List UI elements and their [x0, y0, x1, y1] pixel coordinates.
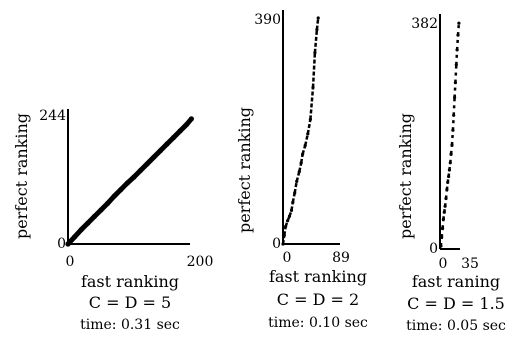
panel-1-point-trail	[145, 155, 156, 166]
panel-1-point-trail	[92, 208, 103, 219]
panel-1-point-trail	[171, 129, 182, 140]
panel-2-xlabel: fast ranking	[269, 267, 367, 286]
panel-2-point-trail	[303, 133, 310, 146]
panel-1-point-trail	[72, 228, 84, 239]
panel-2-point-trail	[293, 181, 298, 194]
panel-2-point-trail	[284, 220, 289, 228]
panel-3-xtick-left: 0	[439, 256, 448, 272]
panel-3-point-trail	[455, 35, 460, 50]
panel-1-point-trail	[132, 168, 143, 179]
panel-2-point-trail	[295, 171, 301, 182]
panel-3-point-trail	[453, 82, 457, 98]
panel-3-point-trail	[439, 236, 443, 247]
panel-1-point-trail	[105, 194, 117, 206]
panel-2-points	[281, 16, 320, 246]
panel-1-ytick-bottom: 0	[57, 236, 66, 252]
panel-2-point-trail	[283, 226, 287, 236]
panel-1-point-trail	[119, 181, 130, 192]
panel-3-point-trail	[454, 64, 458, 83]
panel-2-point-trail	[311, 52, 317, 88]
panel-2-point-trail	[315, 17, 320, 30]
panel-3-xtick-right: 35	[461, 256, 479, 272]
panel-2-point-trail	[313, 29, 319, 53]
panel-1-xtick-left: 0	[66, 254, 75, 270]
panel-3-ytick-top: 382	[411, 16, 438, 32]
panel-3-xlabel: fast raning	[412, 272, 500, 291]
panel-2-point-trail	[306, 119, 312, 135]
panel-2-point-trail	[291, 192, 296, 203]
panel-2: 390 0 0 89 perfect ranking fast ranking …	[235, 10, 368, 331]
panel-3-point-trail	[452, 97, 456, 116]
panel-3: 382 0 0 35 perfect ranking fast raning C…	[396, 14, 506, 334]
panel-3-point-trail	[449, 144, 454, 155]
panel-3-point-trail	[455, 49, 459, 65]
panel-3-ytick-bottom: 0	[429, 241, 438, 257]
panel-1-point-trail	[112, 187, 123, 198]
panel-1-point-trail	[184, 117, 194, 126]
panel-2-point	[316, 16, 320, 20]
panel-3-point-trail	[443, 198, 448, 207]
panel-1-point-trail	[138, 162, 149, 173]
panel-1-xlabel: fast ranking	[81, 272, 179, 291]
panel-3-point-trail	[449, 153, 453, 163]
panel-2-point-trail	[286, 215, 291, 222]
panel-2-point-trail	[290, 202, 295, 211]
panel-1-points	[65, 116, 194, 247]
panel-2-point-trail	[288, 209, 293, 217]
panel-2-time: time: 0.10 sec	[268, 315, 368, 331]
panel-3-point-trail	[448, 162, 452, 171]
panel-3-time: time: 0.05 sec	[406, 318, 506, 334]
panel-1-point-trail	[125, 175, 136, 185]
panel-1-point-trail	[66, 235, 77, 246]
panel-1-point-trail	[152, 148, 163, 159]
panel-3-point-trail	[441, 219, 445, 229]
panel-3-point-trail	[445, 182, 449, 190]
panel-1-caption: C = D = 5	[89, 293, 171, 312]
panel-3-caption: C = D = 1.5	[407, 294, 505, 313]
panel-2-ytick-top: 390	[254, 12, 281, 28]
panel-1-time: time: 0.31 sec	[80, 317, 180, 333]
panel-3-point-trail	[442, 212, 446, 220]
panel-3-ylabel: perfect ranking	[396, 113, 415, 239]
panel-3-points	[439, 21, 461, 248]
panel-1-point-trail	[79, 221, 90, 232]
panel-1-point-trail	[178, 122, 189, 133]
panel-2-caption: C = D = 2	[277, 290, 359, 309]
panel-3-point	[457, 21, 461, 25]
panel-2-xtick-left: 0	[283, 250, 292, 266]
panel-2-ytick-bottom: 0	[272, 236, 281, 252]
panel-2-ylabel: perfect ranking	[235, 107, 254, 233]
panel-1-xtick-right: 200	[187, 254, 214, 270]
panel-3-point-trail	[443, 206, 447, 213]
panel-1-ylabel: perfect ranking	[12, 113, 31, 239]
panel-2-point-trail	[299, 154, 304, 164]
panel-3-point-trail	[447, 169, 451, 177]
panel-1-point-trail	[99, 201, 110, 212]
panel-1-ytick-top: 244	[39, 108, 66, 124]
panel-2-point-trail	[298, 162, 303, 172]
panel-3-point-trail	[451, 115, 455, 131]
panel-2-point-trail	[301, 145, 307, 155]
panel-2-xtick-right: 89	[332, 250, 350, 266]
panel-3-point-trail	[456, 23, 461, 36]
panel-3-point-trail	[440, 228, 444, 238]
panel-3-point-trail	[450, 130, 455, 146]
panel-1-point-trail	[165, 135, 176, 146]
panel-1-point-trail	[86, 214, 97, 225]
panel-2-point-trail	[309, 87, 315, 120]
panel-3-point-trail	[446, 176, 450, 183]
panel-1: 244 0 0 200 perfect ranking fast ranking…	[12, 108, 213, 333]
panel-1-point-trail	[158, 142, 169, 153]
panel-2-point-trail	[281, 235, 286, 245]
panel-3-point-trail	[444, 189, 449, 199]
